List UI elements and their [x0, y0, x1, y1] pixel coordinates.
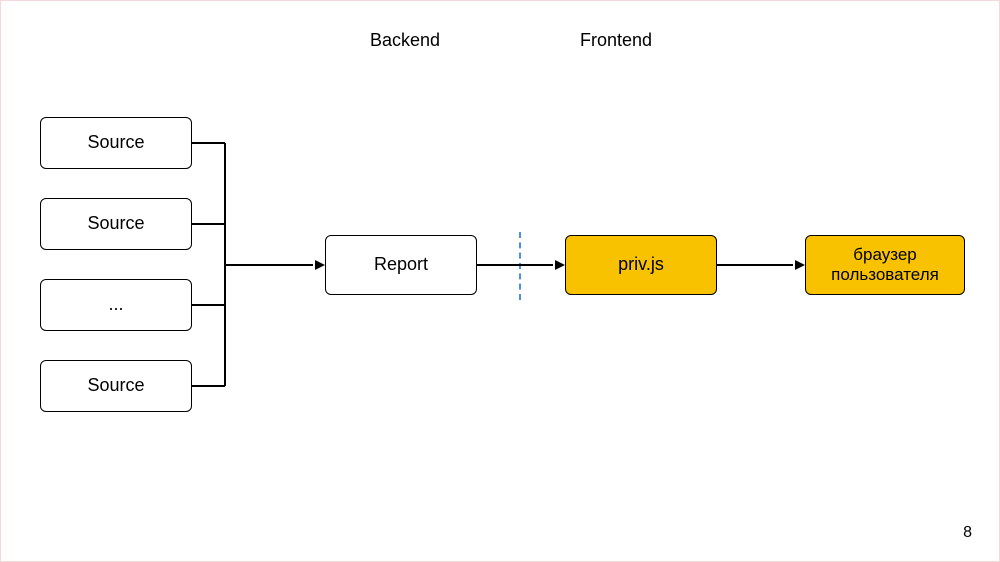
- page-number: 8: [963, 524, 972, 542]
- header-frontend-label: Frontend: [580, 30, 652, 51]
- connector-source1-bus: [192, 142, 225, 144]
- header-backend-label: Backend: [370, 30, 440, 51]
- node-source-1: Source: [40, 117, 192, 169]
- arrow-into-report: [315, 260, 325, 270]
- connector-report-privjs: [477, 264, 553, 266]
- node-report: Report: [325, 235, 477, 295]
- node-privjs: priv.js: [565, 235, 717, 295]
- connector-source2-bus: [192, 223, 225, 225]
- node-browser: браузер пользователя: [805, 235, 965, 295]
- connector-bus-report: [225, 264, 313, 266]
- node-source-2: Source: [40, 198, 192, 250]
- connector-privjs-browser: [717, 264, 793, 266]
- connector-source3-bus: [192, 385, 225, 387]
- node-ellipsis: ...: [40, 279, 192, 331]
- backend-frontend-divider: [519, 232, 521, 300]
- arrow-into-browser: [795, 260, 805, 270]
- node-source-3: Source: [40, 360, 192, 412]
- connector-ellipsis-bus: [192, 304, 225, 306]
- arrow-into-privjs: [555, 260, 565, 270]
